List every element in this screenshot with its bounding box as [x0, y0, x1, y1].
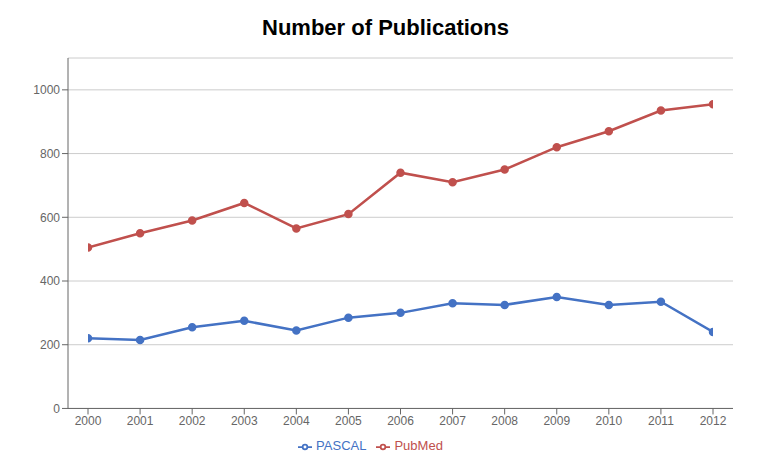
- svg-text:200: 200: [40, 338, 60, 352]
- svg-text:2012: 2012: [700, 414, 727, 428]
- svg-text:400: 400: [40, 274, 60, 288]
- svg-text:2001: 2001: [127, 414, 154, 428]
- svg-text:2004: 2004: [283, 414, 310, 428]
- html-text:PASCAL: PASCAL: [316, 438, 367, 454]
- svg-text:2011: 2011: [648, 414, 674, 428]
- svg-text:0: 0: [53, 402, 60, 416]
- svg-text:2007: 2007: [439, 414, 466, 428]
- svg-text:2009: 2009: [543, 414, 570, 428]
- svg-text:1000: 1000: [33, 83, 60, 97]
- html-text:PubMed: PubMed: [394, 438, 443, 454]
- svg-text:2005: 2005: [335, 414, 362, 428]
- svg-text:2008: 2008: [491, 414, 518, 428]
- svg-text:2010: 2010: [595, 414, 622, 428]
- svg-text:2000: 2000: [75, 414, 102, 428]
- svg-text:2003: 2003: [231, 414, 258, 428]
- svg-text:600: 600: [40, 211, 60, 225]
- svg-text:2002: 2002: [179, 414, 206, 428]
- svg-text:800: 800: [40, 147, 60, 161]
- html-text:Number of Publications: Number of Publications: [262, 15, 509, 40]
- svg-text:2006: 2006: [387, 414, 414, 428]
